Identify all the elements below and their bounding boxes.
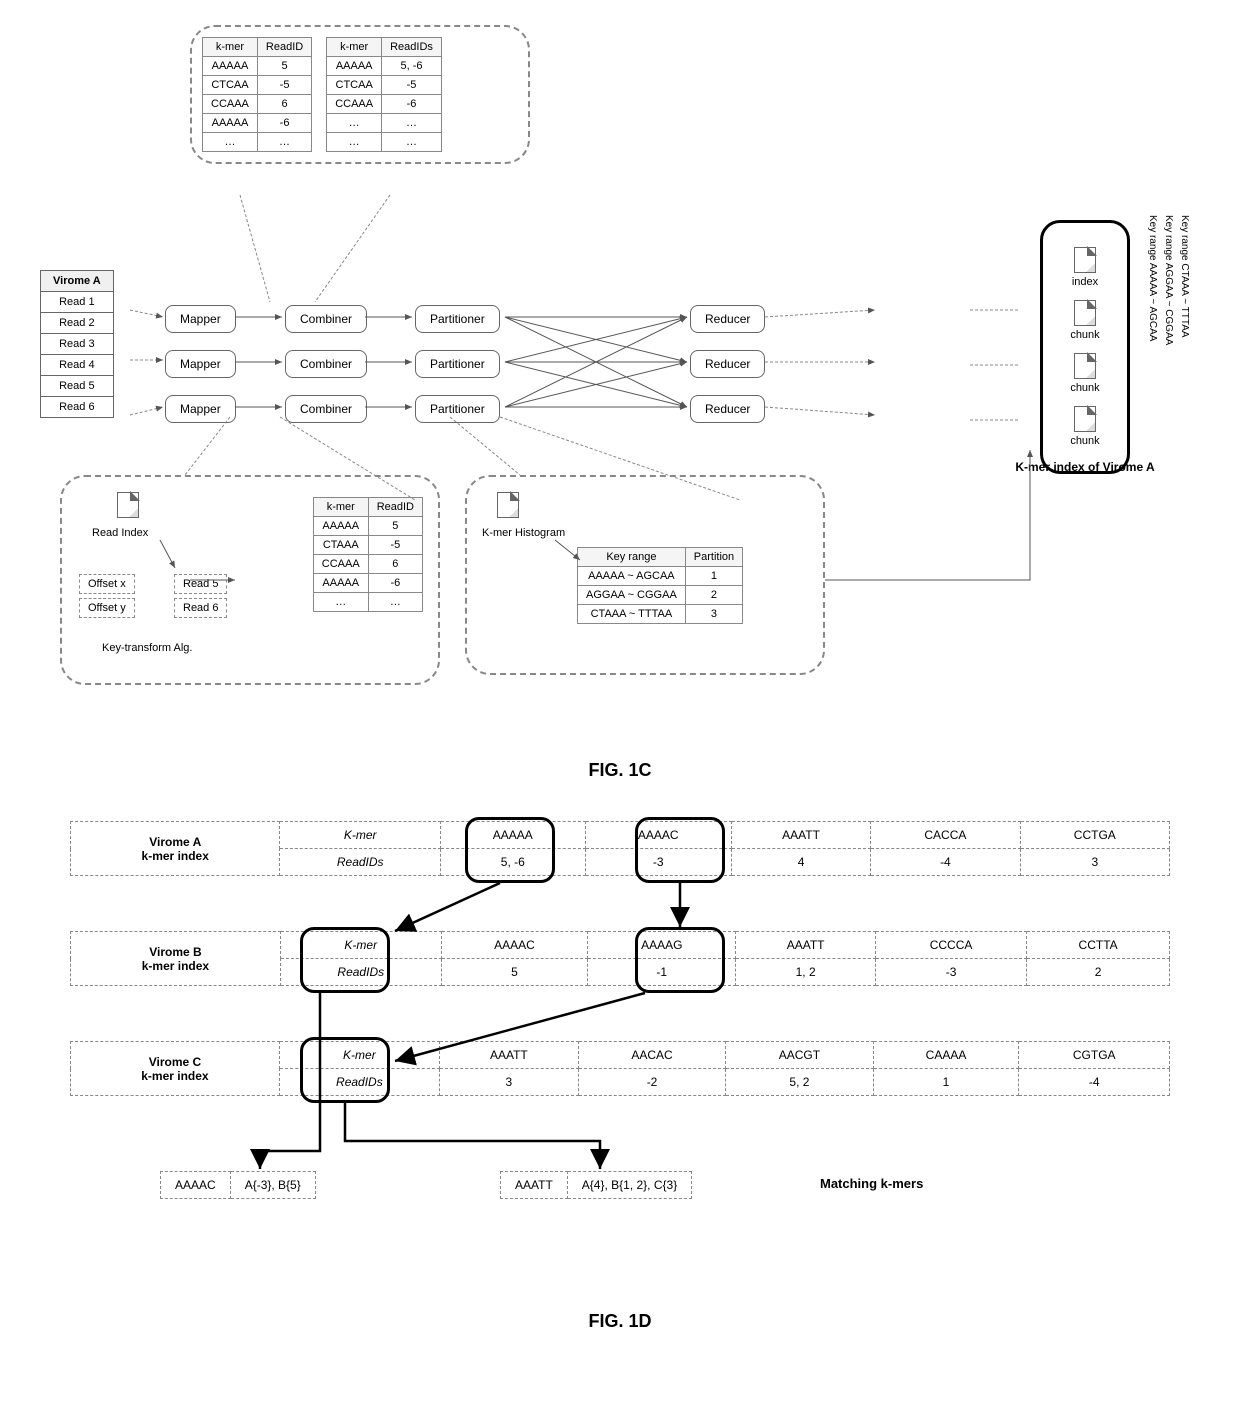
output-panel-label: K-mer index of Virome A	[1005, 460, 1165, 474]
virome-a-index: Virome A k-mer index K-mer AAAAAAAAACAAA…	[70, 821, 1170, 876]
bottom-right-callout: K-mer Histogram Key rangePartition AAAAA…	[465, 475, 825, 675]
doc-icon	[117, 492, 139, 518]
reducer-2: Reducer	[690, 350, 765, 378]
reducer-3: Reducer	[690, 395, 765, 423]
combiner-1: Combiner	[285, 305, 367, 333]
virome-c-index: Virome C k-mer index K-mer AAATTAACACAAC…	[70, 1041, 1170, 1096]
partitioner-1: Partitioner	[415, 305, 500, 333]
doc-icon	[1074, 353, 1096, 379]
key-range-3: Key range CTAAA ~ TTTAA	[1179, 215, 1190, 338]
matching-kmers-label: Matching k-mers	[820, 1176, 923, 1191]
virome-table: Virome A Read 1 Read 2 Read 3 Read 4 Rea…	[40, 270, 114, 418]
mapper-3: Mapper	[165, 395, 236, 423]
key-range-1: Key range AAAAA ~ AGCAA	[1147, 215, 1158, 341]
partitioner-2: Partitioner	[415, 350, 500, 378]
histogram-label: K-mer Histogram	[482, 527, 565, 539]
read-index-label: Read Index	[92, 527, 148, 539]
read-5: Read 5	[174, 574, 227, 594]
top-callout: k-merReadID AAAAA5 CTCAA-5 CCAAA6 AAAAA-…	[190, 25, 530, 164]
fig-1d-caption: FIG. 1D	[20, 1311, 1220, 1332]
bottom-left-table: k-merReadID AAAAA5 CTAAA-5 CCAAA6 AAAAA-…	[313, 497, 423, 612]
output-chunk-1: chunk	[1053, 300, 1117, 341]
fig-1c-caption: FIG. 1C	[20, 760, 1220, 781]
mapper-2: Mapper	[165, 350, 236, 378]
bottom-left-callout: Read Index Offset x Offset y Read 5 Read…	[60, 475, 440, 685]
top-left-table: k-merReadID AAAAA5 CTCAA-5 CCAAA6 AAAAA-…	[202, 37, 312, 152]
match-1: AAAACA{-3}, B{5}	[160, 1171, 316, 1199]
read-6: Read 6	[174, 598, 227, 618]
top-right-table: k-merReadIDs AAAAA5, -6 CTCAA-5 CCAAA-6 …	[326, 37, 442, 152]
combiner-2: Combiner	[285, 350, 367, 378]
offset-x: Offset x	[79, 574, 135, 594]
key-transform-label: Key-transform Alg.	[102, 642, 192, 654]
reducer-1: Reducer	[690, 305, 765, 333]
doc-icon	[1074, 300, 1096, 326]
partitioner-3: Partitioner	[415, 395, 500, 423]
doc-icon	[497, 492, 519, 518]
output-panel: index chunk chunk chunk	[1040, 220, 1130, 474]
combiner-3: Combiner	[285, 395, 367, 423]
doc-icon	[1074, 247, 1096, 273]
histogram-table: Key rangePartition AAAAA ~ AGCAA1 AGGAA …	[577, 547, 743, 624]
key-range-2: Key range AGGAA ~ CGGAA	[1163, 215, 1174, 345]
mapper-1: Mapper	[165, 305, 236, 333]
fig-1c-diagram: k-merReadID AAAAA5 CTCAA-5 CCAAA6 AAAAA-…	[20, 20, 1220, 740]
virome-b-index: Virome B k-mer index K-mer AAAACAAAAGAAA…	[70, 931, 1170, 986]
match-2: AAATTA{4}, B{1, 2}, C{3}	[500, 1171, 692, 1199]
output-chunk-2: chunk	[1053, 353, 1117, 394]
offset-y: Offset y	[79, 598, 135, 618]
output-index: index	[1053, 247, 1117, 288]
fig-1d-diagram: Virome A k-mer index K-mer AAAAAAAAACAAA…	[20, 811, 1220, 1291]
doc-icon	[1074, 406, 1096, 432]
output-chunk-3: chunk	[1053, 406, 1117, 447]
